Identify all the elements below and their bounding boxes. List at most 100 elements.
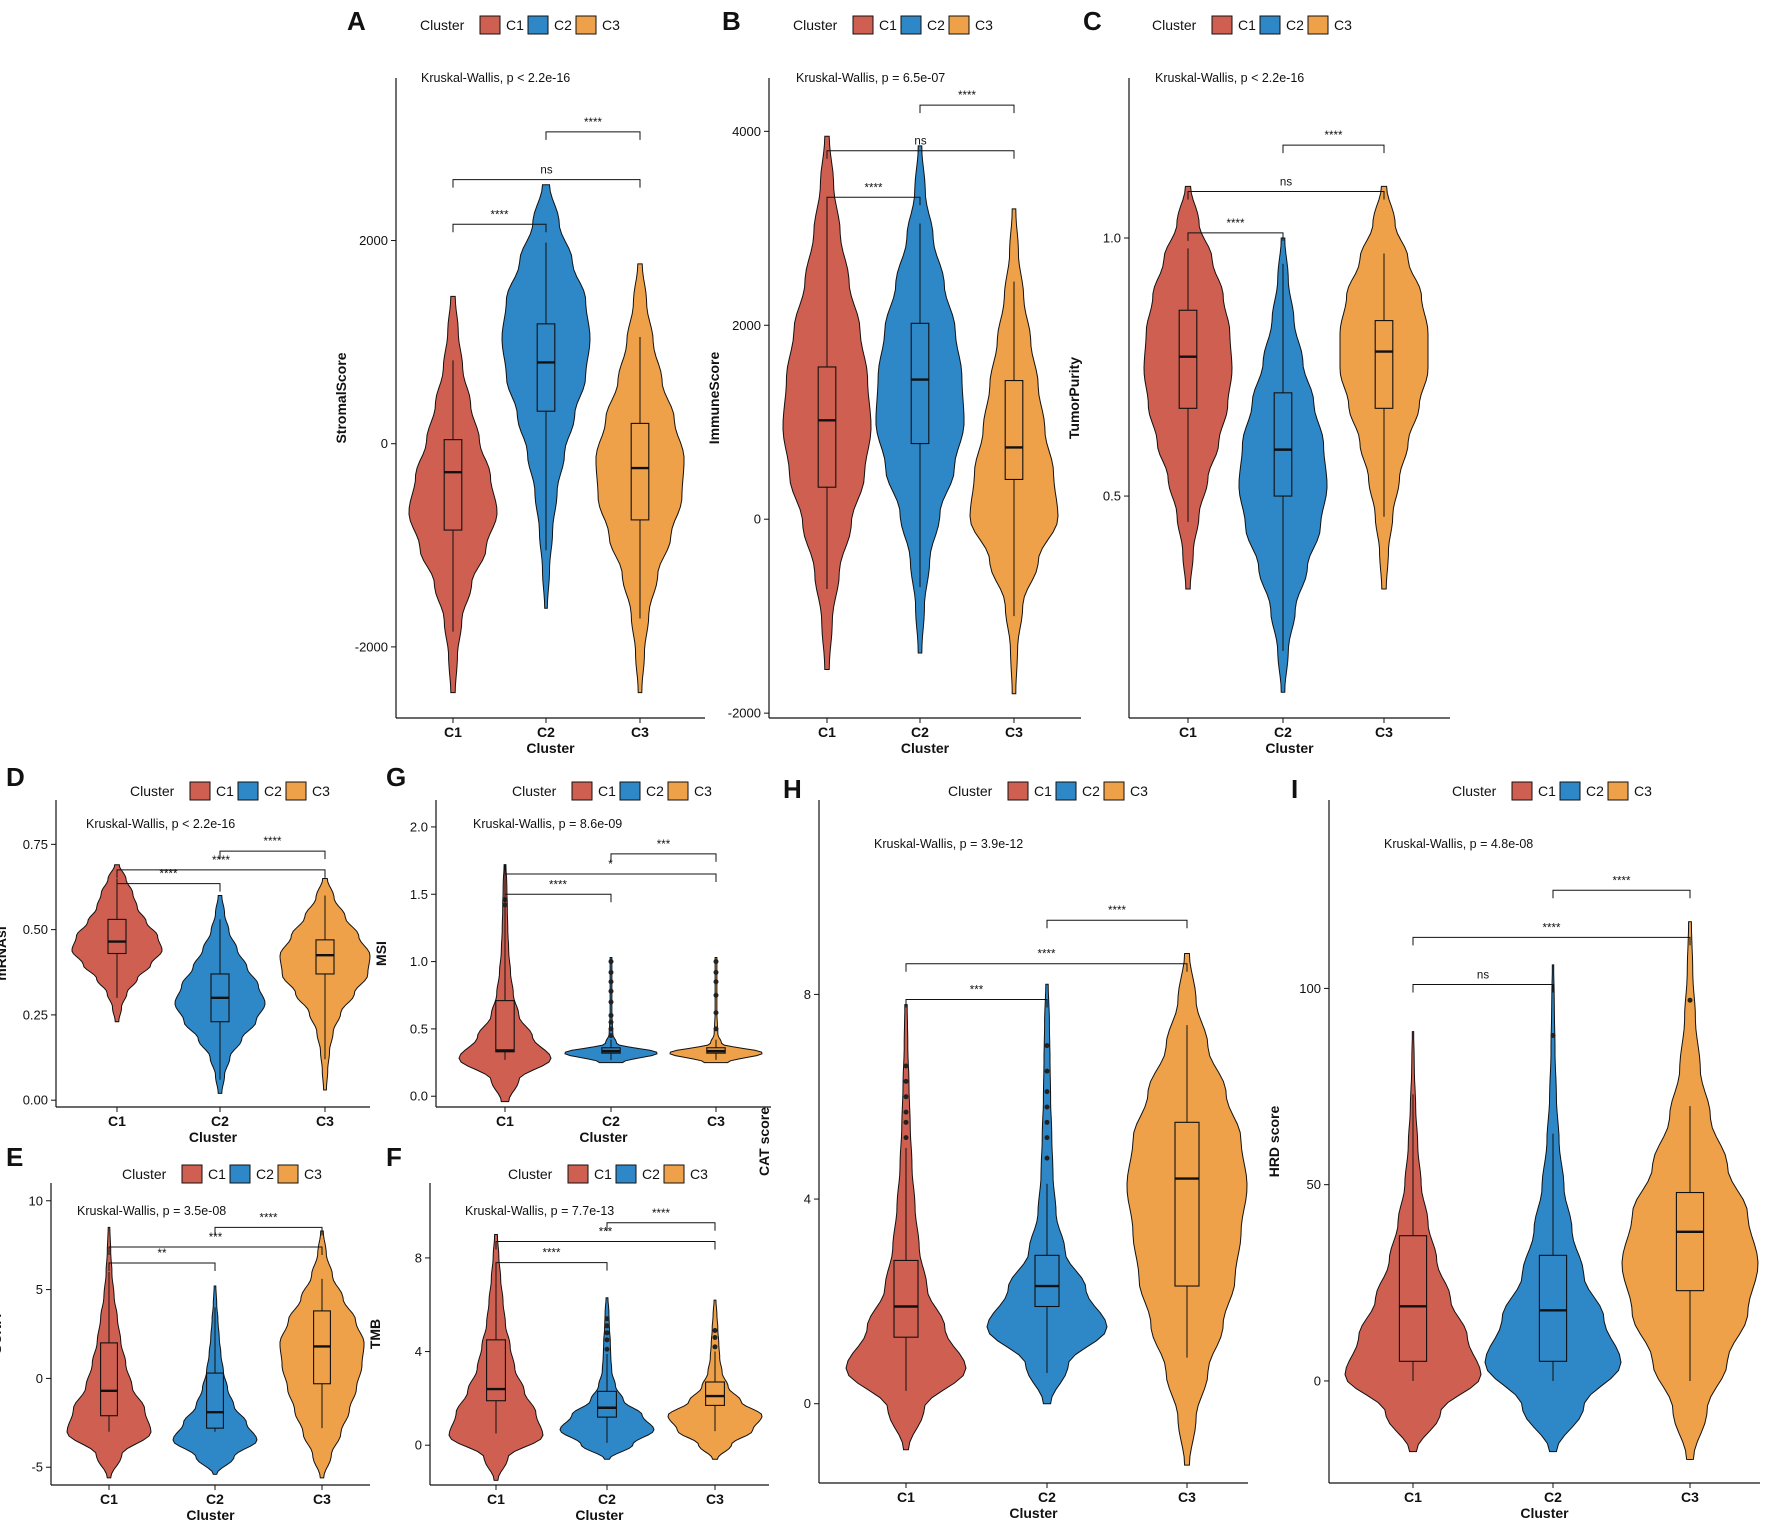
significance-label: **** [1543, 922, 1561, 934]
bracket-line [495, 1262, 608, 1271]
box [107, 918, 127, 955]
x-tick-label: C1 [1404, 1489, 1422, 1505]
y-tick-label: 0 [36, 1371, 43, 1386]
legend-label-c3: C3 [1634, 783, 1652, 799]
x-tick-label: C2 [598, 1491, 616, 1507]
significance-label: **** [260, 1212, 278, 1224]
legend-swatch-c1 [567, 1164, 589, 1184]
x-tick-label: C2 [911, 724, 929, 740]
box [910, 322, 930, 445]
legend-label-c1: C1 [208, 1166, 226, 1182]
legend-swatch-c2 [1559, 781, 1581, 801]
legend-swatch-c3 [1607, 781, 1629, 801]
box [1398, 1235, 1428, 1362]
legend-title: Cluster [122, 1166, 167, 1182]
y-tick-label: 0 [804, 1396, 811, 1411]
y-tick-label: 8 [804, 987, 811, 1002]
legend-title: Cluster [508, 1166, 553, 1182]
comparison-bracket: *** [610, 839, 717, 862]
x-tick-label: C3 [1005, 724, 1023, 740]
legend-swatch-c1 [189, 781, 211, 801]
y-tick-label: -5 [31, 1460, 43, 1475]
panel-letter: A [347, 6, 366, 36]
significance-label: **** [1108, 905, 1126, 917]
significance-label: *** [970, 985, 984, 997]
box [100, 1342, 118, 1417]
x-tick-label: C2 [537, 724, 555, 740]
outlier-point [903, 1119, 909, 1125]
legend-swatch-c2 [229, 1164, 251, 1184]
outlier-point [1044, 1135, 1050, 1141]
comparison-bracket: *** [495, 1227, 716, 1250]
legend: Cluster C1 C2 C3 [130, 781, 330, 801]
outlier-point [712, 1335, 718, 1341]
panel-g: G Cluster C1 C2 C30.00.51.01.52.0C1 C2 C3Clust… [373, 762, 771, 1145]
series-c1 [66, 1226, 152, 1479]
legend-label-c1: C1 [216, 783, 234, 799]
outlier-point [712, 1327, 718, 1333]
legend-title: Cluster [793, 17, 838, 33]
outlier-point [713, 992, 719, 998]
bracket-line [495, 1241, 716, 1250]
legend-swatch-c1 [181, 1164, 203, 1184]
panel-letter: I [1291, 774, 1298, 804]
box [1004, 379, 1024, 481]
significance-label: **** [491, 209, 509, 221]
kruskal-wallis-label: Kruskal-Wallis, p = 3.9e-12 [874, 837, 1023, 851]
outlier-point [608, 999, 614, 1005]
comparison-bracket: **** [826, 182, 921, 206]
y-tick-label: 0.50 [23, 922, 48, 937]
outlier-point [608, 959, 614, 965]
box [597, 1390, 617, 1418]
panel-f: F Cluster C1 C2 C3 0 4 8 C1 C2 C3 Cluster TMB Kruskal… [367, 1142, 769, 1523]
series-c2 [501, 184, 591, 609]
box [536, 323, 556, 412]
series-c3 [1339, 185, 1429, 590]
box [1178, 309, 1198, 409]
legend-label-c2: C2 [1286, 17, 1304, 33]
outlier-point [604, 1337, 610, 1343]
legend: Cluster C1 C2 C3 [1152, 15, 1352, 35]
legend-swatch-c2 [237, 781, 259, 801]
outlier-point [608, 988, 614, 994]
legend-label-c3: C3 [602, 17, 620, 33]
y-tick-label: 0 [415, 1438, 422, 1453]
legend-title: Cluster [1452, 783, 1497, 799]
bracket-line [1046, 919, 1188, 929]
legend-label-c2: C2 [554, 17, 572, 33]
outlier-point [1044, 1104, 1050, 1110]
x-axis-label: Cluster [579, 1129, 628, 1145]
legend-swatch-c1 [852, 15, 874, 35]
series-c1 [845, 1004, 967, 1451]
outlier-point [903, 1109, 909, 1115]
outlier-point [502, 902, 508, 908]
significance-label: *** [209, 1232, 223, 1244]
panel-letter: B [722, 6, 741, 36]
legend-swatch-c1 [1511, 781, 1533, 801]
x-tick-label: C3 [631, 724, 649, 740]
bracket-line [610, 853, 717, 862]
x-axis-label: Cluster [901, 740, 950, 756]
box [1675, 1191, 1705, 1292]
panel-letter: G [386, 762, 406, 792]
series-c2 [564, 957, 658, 1064]
series-c2 [172, 1285, 258, 1475]
legend-label-c2: C2 [1082, 783, 1100, 799]
box [705, 1381, 725, 1406]
bracket-line [1187, 232, 1284, 241]
legend-swatch-c3 [1307, 15, 1329, 35]
bracket-line [1282, 144, 1385, 154]
significance-label: * [608, 859, 613, 871]
x-tick-label: C3 [706, 1491, 724, 1507]
outlier-point [712, 1344, 718, 1350]
legend: Cluster C1 C2 C3 [1452, 781, 1652, 801]
y-tick-label: -2000 [728, 706, 761, 721]
x-tick-label: C2 [1274, 724, 1292, 740]
significance-label: **** [1613, 875, 1631, 887]
legend-label-c2: C2 [642, 1166, 660, 1182]
x-axis-label: Cluster [526, 740, 575, 756]
y-axis-label: HRD score [1266, 1106, 1282, 1178]
outlier-point [604, 1346, 610, 1352]
significance-label: **** [958, 90, 976, 102]
x-tick-label: C1 [897, 1489, 915, 1505]
